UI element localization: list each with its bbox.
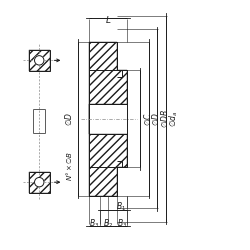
Text: $N°\times \varnothing B$: $N°\times \varnothing B$ (64, 151, 74, 181)
Text: $\varnothing C$: $\varnothing C$ (142, 112, 153, 126)
Polygon shape (89, 42, 128, 196)
Text: $B_3$: $B_3$ (117, 218, 128, 230)
Polygon shape (29, 172, 50, 192)
Text: $\varnothing D$: $\varnothing D$ (150, 112, 161, 126)
Text: $L$: $L$ (105, 14, 112, 24)
Text: $\varnothing D$: $\varnothing D$ (63, 112, 74, 126)
Circle shape (34, 56, 44, 65)
Text: $B_3$: $B_3$ (90, 218, 100, 230)
Text: $B_2$: $B_2$ (103, 218, 113, 230)
Polygon shape (29, 50, 50, 71)
Text: $\varnothing d_a$: $\varnothing d_a$ (168, 110, 180, 127)
Circle shape (34, 178, 44, 187)
Text: $B_1$: $B_1$ (116, 201, 126, 213)
Text: $\varnothing DB$: $\varnothing DB$ (159, 109, 170, 128)
